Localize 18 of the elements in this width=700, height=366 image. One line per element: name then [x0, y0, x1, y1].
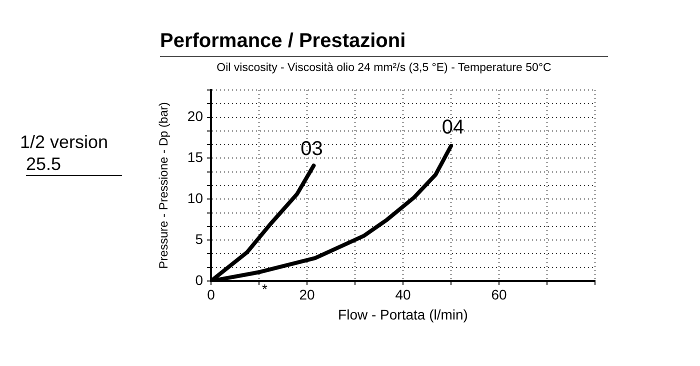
y-tick-label: 5 [195, 230, 204, 247]
x-tick-label: 40 [395, 286, 411, 302]
y-tick-label: 20 [187, 108, 204, 124]
y-axis-title: Pressure - Pressione - Dp (bar) [156, 102, 171, 269]
x-tick-label: 60 [491, 286, 507, 302]
y-tick-label: 10 [187, 190, 204, 206]
chart-subtitle: Oil viscosity - Viscosità olio 24 mm²/s (3,5 °E) - Temperature 50°C [216, 62, 552, 74]
x-tick-label: 0 [207, 286, 216, 302]
series-label: 03 [300, 138, 323, 160]
text: * [262, 281, 268, 297]
y-tick-label: 15 [187, 149, 204, 166]
text: 1/2 version [20, 132, 108, 153]
series-label: 04 [442, 116, 464, 138]
text: 25.5 [26, 154, 122, 176]
x-axis-title: Flow - Portata (l/min) [338, 306, 468, 322]
y-tick-label: 0 [195, 272, 204, 288]
x-tick-label: 20 [299, 286, 315, 302]
chart-title: Performance / Prestazioni [160, 30, 608, 57]
